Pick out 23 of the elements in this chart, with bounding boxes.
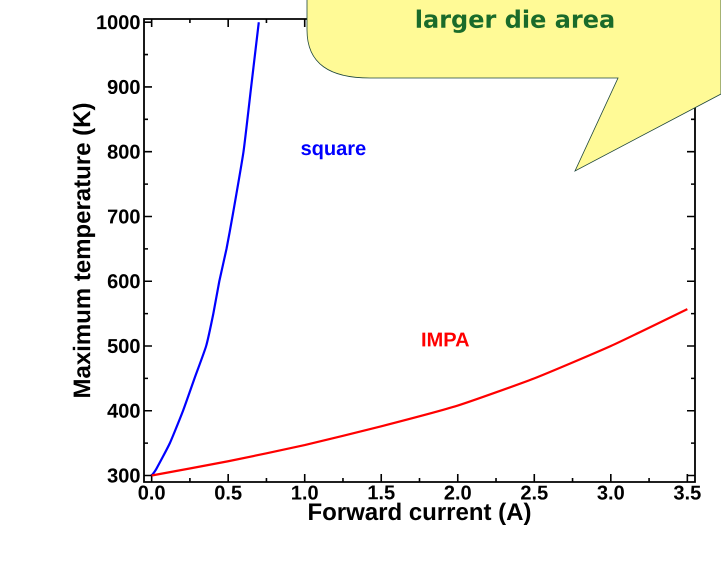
annotation: larger die area — [416, 10, 614, 33]
y-tick-label: 800 — [108, 144, 140, 159]
x-tick-label: 3.0 — [597, 486, 624, 500]
y-tick-label: 500 — [108, 338, 140, 354]
x-tick-label: 1.5 — [368, 486, 395, 500]
x-tick-label: 2.0 — [444, 486, 471, 500]
y-axis-title: Maximum temperature (K) — [72, 104, 96, 397]
text: square — [301, 144, 366, 160]
y-tick-label: 1000 — [97, 15, 140, 30]
y-tick-label: 300 — [108, 468, 140, 483]
y-tick-label: 900 — [108, 80, 140, 94]
line-series — [150, 21, 260, 477]
x-tick-label: 3.5 — [674, 486, 701, 500]
y-tick-label: 600 — [108, 274, 140, 288]
x-axis-title: Forward current (A) — [309, 502, 530, 525]
x-tick-label: 0.5 — [215, 486, 242, 500]
y-tick-label: 700 — [108, 209, 140, 224]
x-tick-label: 2.5 — [521, 486, 548, 500]
y-tick-label: 400 — [107, 404, 140, 418]
text: IMPA — [422, 332, 470, 346]
x-tick-label: 0.0 — [138, 486, 165, 500]
x-tick-label: 1.0 — [292, 486, 318, 500]
line-series — [150, 308, 688, 477]
